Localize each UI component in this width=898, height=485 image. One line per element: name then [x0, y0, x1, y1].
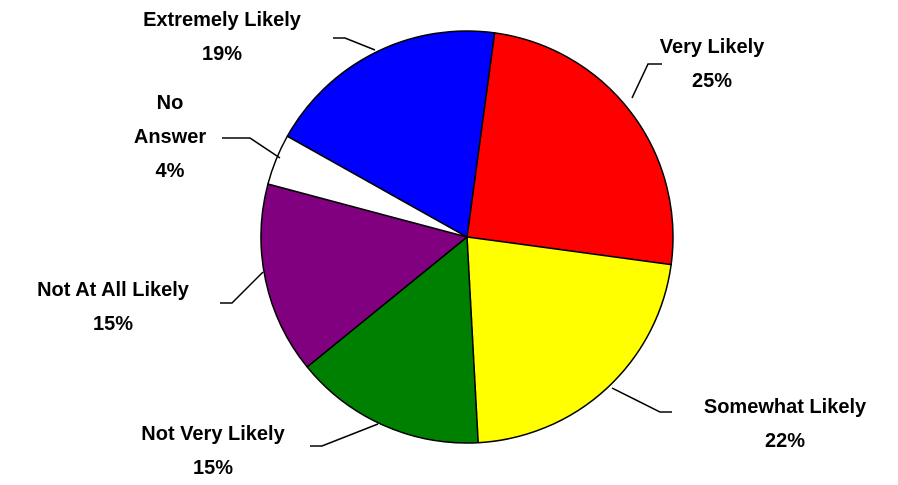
category-label: Extremely Likely	[143, 9, 301, 31]
pie-slice	[466, 32, 674, 266]
leader-line	[310, 423, 379, 447]
slice-label: No Answer 4%	[125, 86, 215, 188]
value-label: 25%	[691, 70, 733, 92]
leader-line	[220, 271, 264, 304]
leader-line	[611, 387, 672, 413]
leader-line	[333, 37, 376, 51]
category-label: Not At All Likely	[37, 279, 189, 301]
slice-label: Very Likely 25%	[660, 30, 765, 98]
pie-slice	[306, 235, 479, 444]
leader-line	[222, 137, 281, 159]
leader-line	[631, 63, 662, 99]
value-label: 4%	[155, 160, 185, 182]
slice-label: Extremely Likely 19%	[143, 3, 301, 71]
category-label: Very Likely	[659, 36, 765, 58]
category-label: Not Very Likely	[141, 423, 285, 445]
category-label: No Answer	[133, 92, 207, 148]
pie-slice	[286, 30, 496, 239]
value-label: 15%	[92, 313, 134, 335]
value-label: 22%	[764, 430, 806, 452]
slice-label: Not Very Likely 15%	[141, 417, 284, 485]
pie-slice	[466, 236, 672, 444]
slice-label: Not At All Likely 15%	[37, 273, 189, 341]
value-label: 15%	[192, 457, 234, 479]
category-label: Somewhat Likely	[703, 396, 867, 418]
pie-slice	[260, 183, 469, 368]
value-label: 19%	[201, 43, 243, 65]
slice-label: Somewhat Likely 22%	[704, 390, 866, 458]
